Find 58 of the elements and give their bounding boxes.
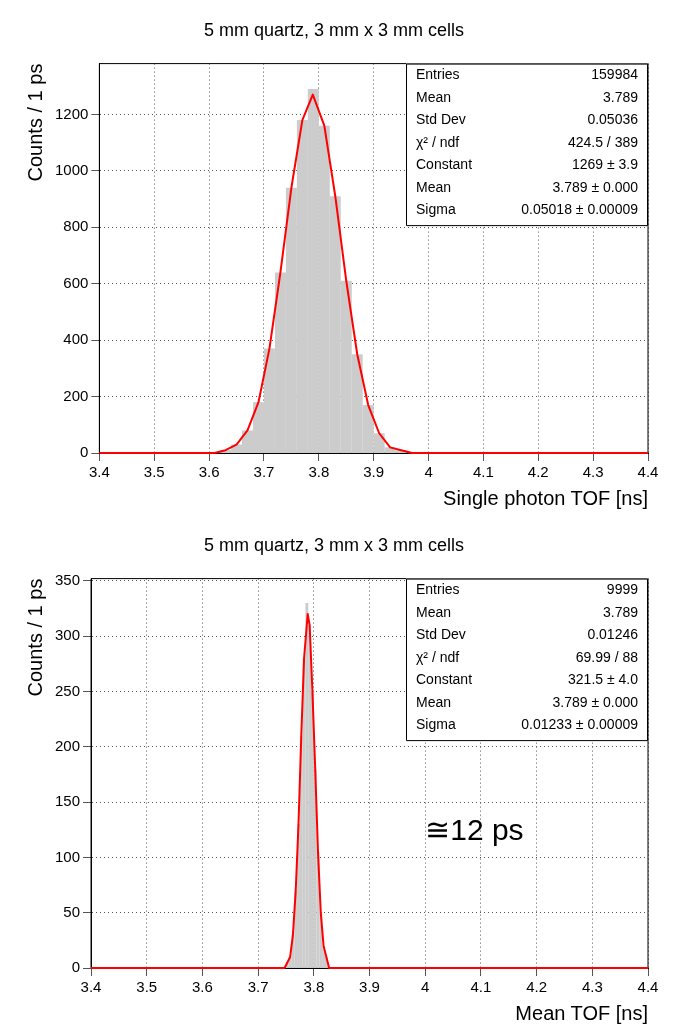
- y-tick-label: 1000: [54, 160, 89, 178]
- x-tick-label: 3.8: [308, 463, 330, 481]
- x-tick-label: 4.1: [470, 978, 492, 996]
- x-tick-label: 4.1: [472, 463, 494, 481]
- x-axis-title: Mean TOF [ns]: [515, 1001, 648, 1024]
- chart-title: 5 mm quartz, 3 mm x 3 mm cells: [203, 534, 465, 555]
- x-tick-label: 3.6: [198, 463, 220, 481]
- text: Mean 3.789 ± 0.000: [416, 178, 638, 195]
- x-tick-label: 4.3: [582, 463, 604, 481]
- text: Std Dev 0.05036: [416, 111, 638, 128]
- x-tick-label: 3.8: [303, 978, 325, 996]
- x-tick-label: 3.5: [136, 978, 158, 996]
- y-tick-label: 350: [55, 570, 81, 588]
- text: Sigma 0.01233 ± 0.00009: [416, 716, 638, 733]
- y-tick-label: 0: [71, 958, 81, 976]
- x-tick-label: 4.4: [637, 978, 659, 996]
- x-tick-label: 3.7: [247, 978, 269, 996]
- text: Sigma 0.05018 ± 0.00009: [416, 201, 638, 218]
- text: χ² / ndf 69.99 / 88: [416, 648, 638, 665]
- x-tick-label: 3.4: [88, 463, 110, 481]
- chart-title: 5 mm quartz, 3 mm x 3 mm cells: [203, 19, 465, 40]
- y-tick-label: 200: [55, 736, 81, 754]
- text: Mean 3.789: [416, 88, 638, 105]
- x-tick-label: 3.6: [191, 978, 213, 996]
- y-tick-label: 250: [55, 681, 81, 699]
- y-tick-label: 300: [55, 626, 81, 644]
- text: χ² / ndf 424.5 / 389: [416, 133, 638, 150]
- text: Std Dev 0.01246: [416, 626, 638, 643]
- text: Constant 321.5 ± 4.0: [416, 671, 638, 688]
- y-tick-label: 1200: [54, 104, 89, 122]
- y-tick-label: 100: [55, 847, 81, 865]
- y-tick-label: 600: [63, 273, 89, 291]
- x-tick-label: 4: [424, 463, 433, 481]
- x-tick-label: 3.9: [359, 978, 380, 996]
- text: Entries 159984: [416, 66, 638, 83]
- text: Entries 9999: [416, 581, 638, 598]
- y-tick-label: 0: [80, 443, 89, 461]
- y-tick-label: 150: [55, 792, 81, 810]
- x-axis-title: Single photon TOF [ns]: [443, 486, 648, 509]
- x-tick-label: 3.4: [80, 978, 102, 996]
- x-tick-label: 3.7: [253, 463, 275, 481]
- x-tick-label: 4.2: [527, 463, 549, 481]
- x-tick-label: 3.5: [143, 463, 165, 481]
- x-tick-label: 4.2: [526, 978, 548, 996]
- x-tick-label: 4: [421, 978, 430, 996]
- annotation: ≅12 ps: [425, 812, 524, 846]
- x-tick-label: 4.3: [581, 978, 603, 996]
- y-axis-title: Counts / 1 ps: [23, 578, 46, 697]
- text: Mean 3.789 ± 0.000: [416, 693, 638, 710]
- y-tick-label: 400: [63, 330, 89, 348]
- y-tick-label: 800: [63, 217, 89, 235]
- x-tick-label: 4.4: [637, 463, 659, 481]
- text: Constant 1269 ± 3.9: [416, 156, 638, 173]
- y-axis-title: Counts / 1 ps: [23, 63, 46, 182]
- x-tick-label: 3.9: [363, 463, 385, 481]
- y-tick-label: 50: [63, 902, 81, 920]
- y-tick-label: 200: [63, 386, 89, 404]
- text: Mean 3.789: [416, 603, 638, 620]
